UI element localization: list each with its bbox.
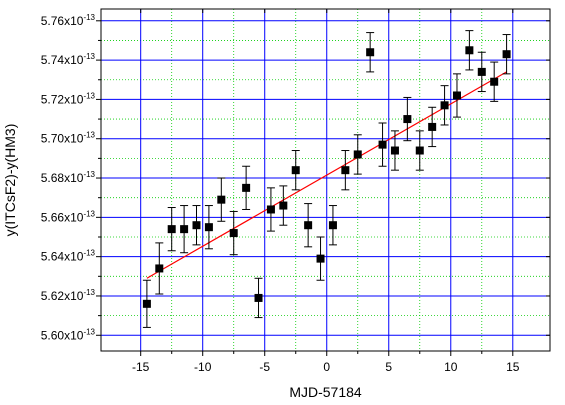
major-grid [101, 9, 550, 351]
y-tick-label: 5.72x10-13 [41, 91, 96, 106]
data-point [304, 221, 313, 230]
data-point [229, 229, 238, 238]
data-point [428, 122, 437, 131]
y-axis-ticks: 5.60x10-135.62x10-135.64x10-135.66x10-13… [41, 13, 550, 342]
x-axis-ticks: -15 -10 -5 0 5 10 15 [132, 9, 520, 374]
data-point [180, 225, 189, 234]
data-point [204, 223, 213, 232]
y-tick-label: 5.74x10-13 [41, 52, 96, 67]
data-point [477, 67, 486, 76]
data-point [490, 77, 499, 86]
y-tick-label: 5.60x10-13 [41, 327, 96, 342]
x-tick-label: 15 [506, 360, 520, 374]
y-tick-label: 5.62x10-13 [41, 288, 96, 303]
data-point [452, 91, 461, 100]
y-tick-mantissa: 5.60x10 [41, 328, 84, 342]
y-tick-exponent: -13 [83, 288, 95, 297]
x-tick-label: 5 [385, 360, 392, 374]
y-tick-label: 5.64x10-13 [41, 249, 96, 264]
y-tick-exponent: -13 [83, 209, 95, 218]
data-point [266, 205, 275, 214]
data-point [378, 140, 387, 149]
data-point [192, 221, 201, 230]
data-point [167, 225, 176, 234]
data-point [353, 150, 362, 159]
y-tick-mantissa: 5.64x10 [41, 250, 84, 264]
plot-frame [100, 8, 551, 352]
data-point [390, 146, 399, 155]
y-tick-label: 5.66x10-13 [41, 209, 96, 224]
data-point [328, 221, 337, 230]
y-tick-mantissa: 5.68x10 [41, 171, 84, 185]
y-tick-exponent: -13 [83, 249, 95, 258]
y-tick-exponent: -13 [83, 170, 95, 179]
data-point [316, 254, 325, 263]
y-tick-mantissa: 5.66x10 [41, 210, 84, 224]
data-point [502, 50, 511, 59]
data-point [254, 293, 263, 302]
data-point [403, 115, 412, 124]
data-points [142, 46, 511, 308]
x-tick-label: -15 [132, 360, 150, 374]
y-tick-label: 5.68x10-13 [41, 170, 96, 185]
data-point [217, 195, 226, 204]
x-axis-title: MJD-57184 [289, 384, 362, 400]
y-tick-mantissa: 5.70x10 [41, 132, 84, 146]
x-tick-label: 0 [323, 360, 330, 374]
y-tick-exponent: -13 [83, 327, 95, 336]
y-tick-label: 5.76x10-13 [41, 13, 96, 28]
data-point [142, 299, 151, 308]
data-point [279, 201, 288, 210]
y-tick-exponent: -13 [83, 13, 95, 22]
y-tick-mantissa: 5.72x10 [41, 92, 84, 106]
data-point [415, 146, 424, 155]
x-tick-label: -10 [194, 360, 212, 374]
y-tick-mantissa: 5.76x10 [41, 14, 84, 28]
data-point [291, 166, 300, 175]
data-point [440, 101, 449, 110]
y-tick-label: 5.70x10-13 [41, 131, 96, 146]
data-point [366, 48, 375, 57]
y-tick-mantissa: 5.62x10 [41, 289, 84, 303]
data-point [465, 46, 474, 55]
x-tick-label: -5 [259, 360, 270, 374]
x-tick-label: 10 [444, 360, 458, 374]
y-tick-mantissa: 5.74x10 [41, 53, 84, 67]
y-tick-exponent: -13 [83, 131, 95, 140]
y-tick-exponent: -13 [83, 52, 95, 61]
data-point [341, 166, 350, 175]
data-point [242, 183, 251, 192]
y-tick-exponent: -13 [83, 91, 95, 100]
y-axis-title: y(ITCsF2)-y(HM3) [2, 124, 18, 237]
data-point [155, 264, 164, 273]
